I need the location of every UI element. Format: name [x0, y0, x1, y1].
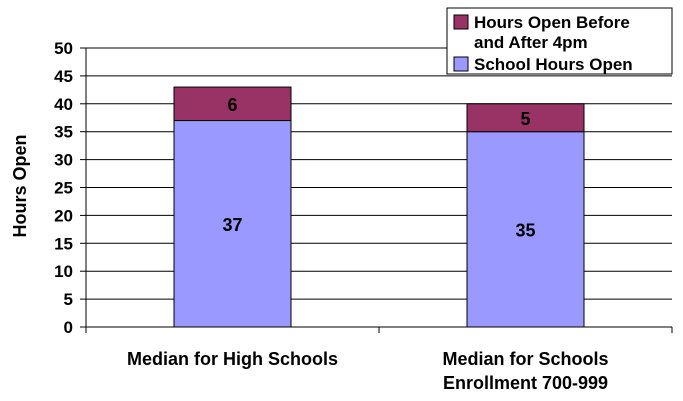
data-label: 37	[222, 215, 242, 235]
y-axis-title: Hours Open	[10, 134, 30, 237]
y-tick-label: 5	[64, 290, 73, 309]
legend-swatch	[453, 56, 469, 72]
y-tick-label: 25	[54, 179, 73, 198]
legend-swatch	[453, 14, 469, 30]
x-category-label: Median for Schools	[442, 349, 608, 369]
y-tick-label: 40	[54, 95, 73, 114]
y-tick-label: 30	[54, 151, 73, 170]
y-tick-label: 20	[54, 206, 73, 225]
bar-school-hours	[173, 120, 292, 328]
y-tick-label: 10	[54, 262, 73, 281]
x-category-label: Median for High Schools	[127, 349, 338, 369]
data-label: 6	[227, 95, 237, 115]
legend-label: School Hours Open	[474, 55, 633, 74]
axes	[80, 47, 673, 333]
legend-label: Hours Open Before	[474, 13, 630, 32]
y-tick-label: 35	[54, 123, 73, 142]
bar-before-after-4pm	[173, 86, 292, 122]
data-label: 35	[515, 220, 535, 240]
y-tick-label: 15	[54, 234, 73, 253]
bar-school-hours	[466, 131, 585, 328]
y-tick-label: 0	[64, 318, 73, 337]
legend-box	[446, 7, 673, 75]
data-label: 5	[520, 109, 530, 129]
legend-label: and After 4pm	[474, 33, 588, 52]
y-tick-label: 50	[54, 39, 73, 58]
y-tick-label: 45	[54, 67, 73, 86]
x-category-label: Enrollment 700-999	[443, 373, 608, 393]
bars	[173, 86, 585, 328]
labels: 0 5 10 15 20 25 30 35 40 45 50 37 6 Median for High S…	[54, 39, 608, 393]
bar-before-after-4pm	[466, 103, 585, 133]
